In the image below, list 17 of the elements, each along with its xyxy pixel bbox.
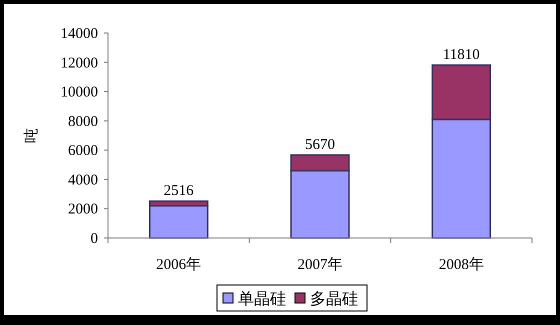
y-tick-label: 6000 xyxy=(68,143,98,160)
legend-label: 多晶硅 xyxy=(310,290,358,308)
y-tick-label: 8000 xyxy=(68,114,98,130)
x-tick-label: 2008年 xyxy=(438,256,484,273)
y-tick-label: 14000 xyxy=(60,26,98,42)
total-label: 2516 xyxy=(164,183,194,200)
x-tick-label: 2007年 xyxy=(298,256,342,273)
y-axis-title: 吨 xyxy=(23,128,40,143)
total-label: 11810 xyxy=(442,47,480,64)
total-label: 5670 xyxy=(305,136,335,153)
legend-label: 单晶硅 xyxy=(238,290,286,308)
y-tick-label: 0 xyxy=(90,231,98,247)
y-tick-label: 4000 xyxy=(68,172,98,188)
y-tick-label: 12000 xyxy=(60,55,98,72)
x-tick-label: 2006年 xyxy=(156,256,202,273)
y-tick-label: 10000 xyxy=(60,84,98,101)
y-tick-label: 2000 xyxy=(68,202,98,218)
